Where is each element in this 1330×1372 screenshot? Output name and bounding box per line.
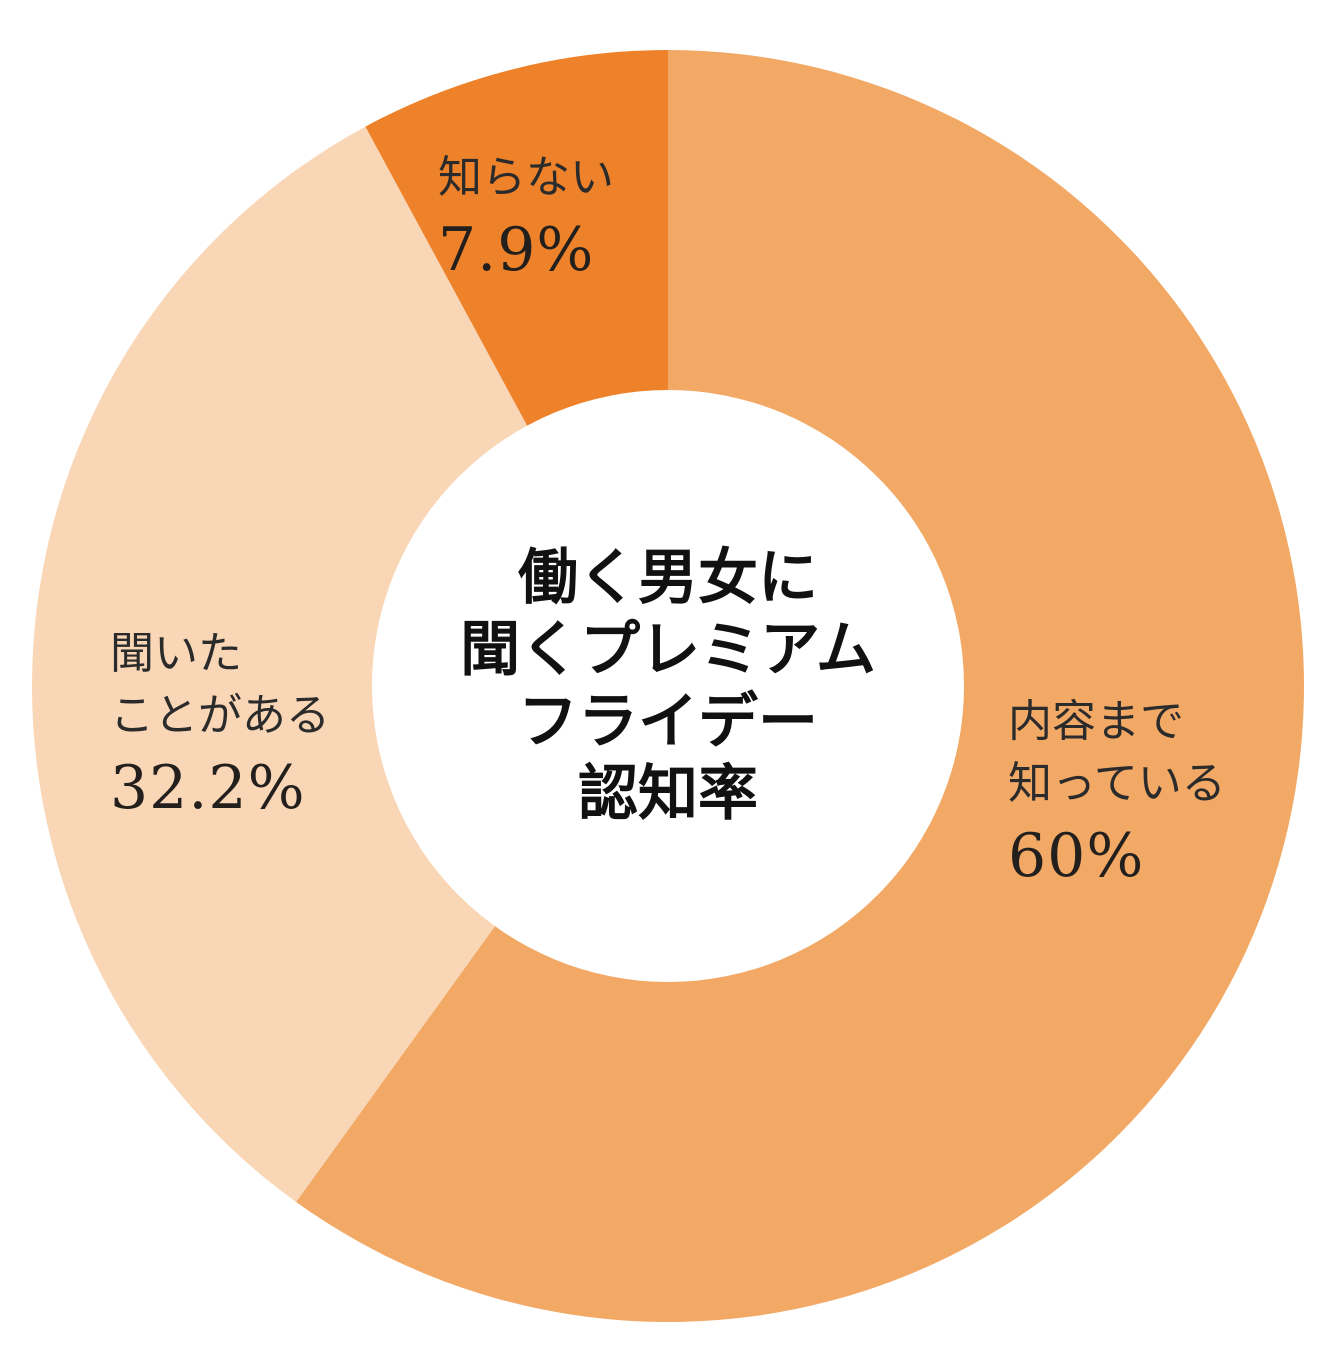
center-title-line: 認知率 — [578, 759, 758, 829]
center-title-line: フライデー — [518, 687, 818, 757]
slice-label-line: 知っている — [1008, 758, 1226, 809]
slice-label-line: 内容まで — [1008, 696, 1184, 747]
slice-value-known-details: 60% — [1008, 821, 1144, 891]
slice-value-not-known: 7.9% — [438, 215, 594, 285]
slice-value-heard-of: 32.2% — [110, 753, 306, 823]
slice-label-not-known: 知らない 7.9% — [438, 152, 614, 285]
slice-label-line: 聞いた — [110, 628, 242, 679]
center-title: 働く男女に聞くプレミアムフライデー認知率 — [460, 543, 876, 829]
center-title-line: 働く男女に — [518, 543, 818, 613]
center-title-line: 聞くプレミアム — [460, 615, 876, 685]
slice-label-line: ことがある — [110, 690, 330, 741]
slice-label-line: 知らない — [438, 152, 614, 203]
donut-hole — [372, 390, 964, 982]
slice-heard-of — [31, 126, 669, 1202]
